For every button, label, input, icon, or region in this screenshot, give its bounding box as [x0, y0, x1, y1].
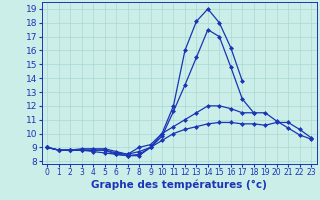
X-axis label: Graphe des températures (°c): Graphe des températures (°c) [91, 180, 267, 190]
